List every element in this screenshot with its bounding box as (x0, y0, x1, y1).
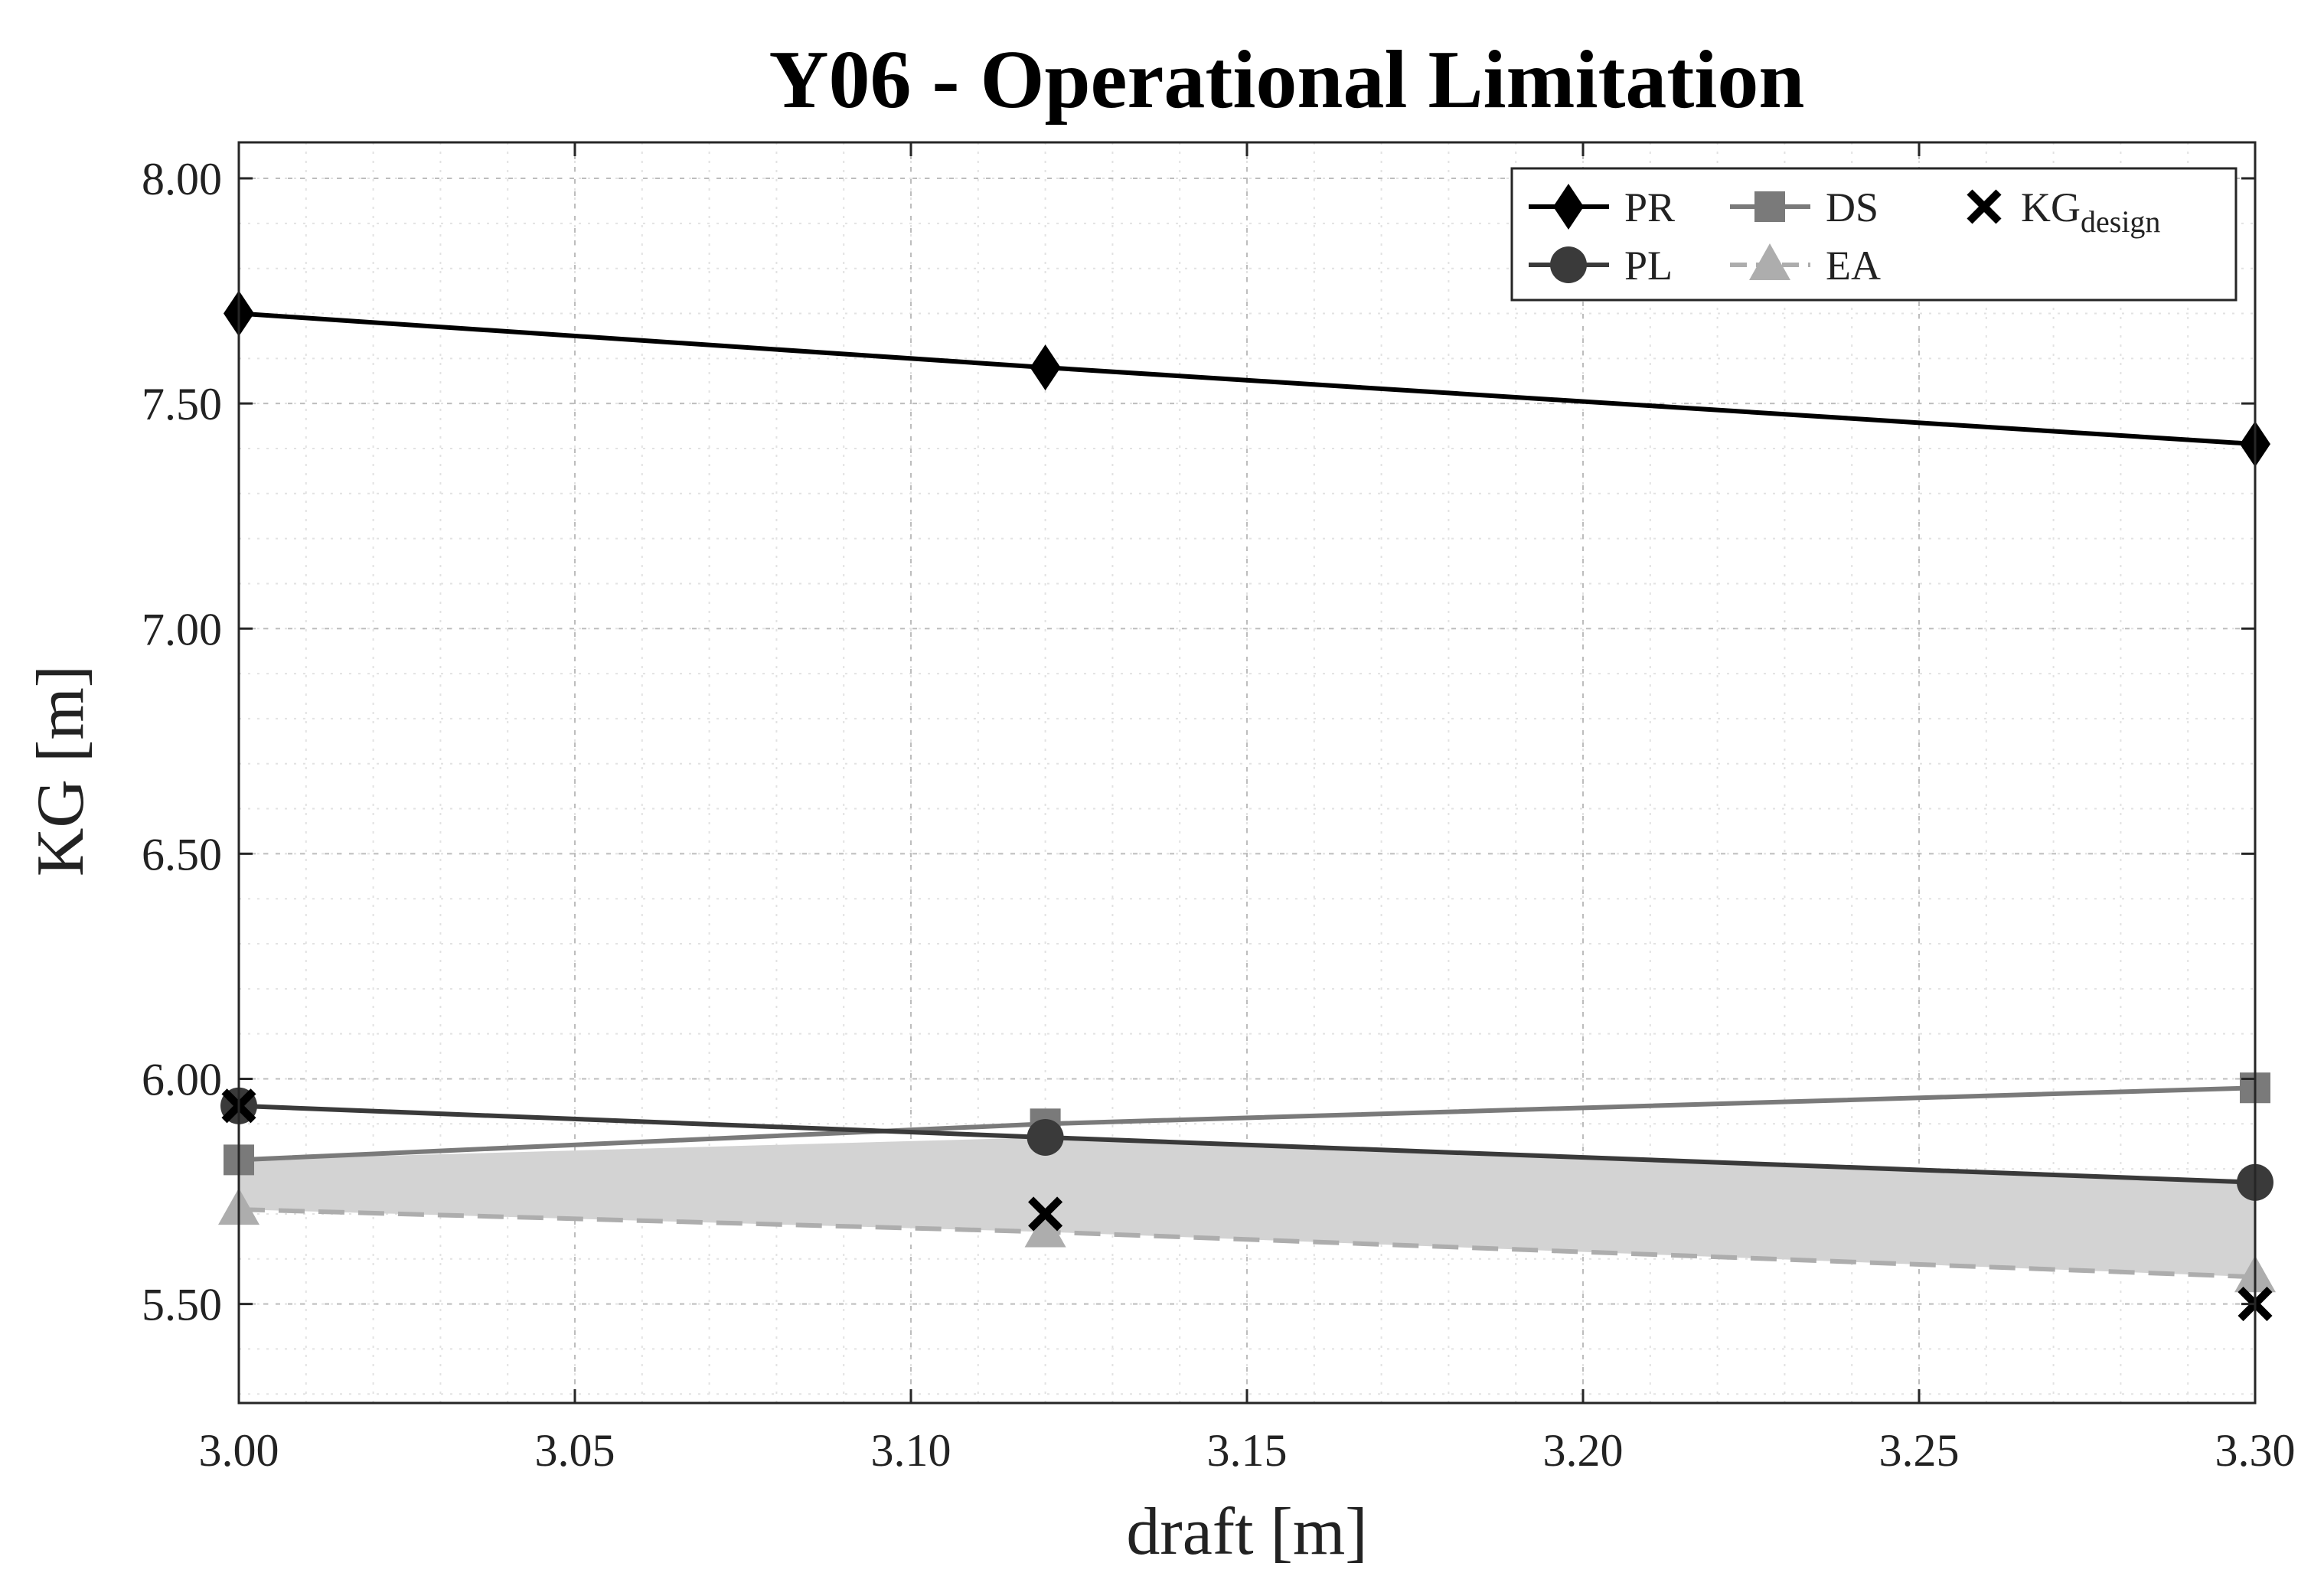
y-tick-label: 5.50 (142, 1280, 222, 1330)
y-tick-label: 7.00 (142, 604, 222, 654)
legend-marker-ds (1754, 191, 1785, 222)
legend-label-pr: PR (1624, 184, 1675, 230)
x-tick-label: 3.30 (2215, 1425, 2296, 1476)
legend-label-kg-design-subscript: design (2081, 204, 2160, 239)
y-axis-label: KG [m] (24, 665, 98, 876)
legend-box (1510, 167, 2238, 302)
y-tick-label: 6.00 (142, 1054, 222, 1104)
legend-marker-pr (1553, 184, 1584, 230)
x-tick-label: 3.00 (199, 1425, 279, 1476)
legend-label-ea: EA (1826, 243, 1881, 289)
legend-marker-ea (1749, 243, 1790, 280)
y-tick-label: 8.00 (142, 154, 222, 204)
x-tick-label: 3.15 (1207, 1425, 1288, 1476)
x-tick-label: 3.25 (1879, 1425, 1960, 1476)
y-tick-label: 7.50 (142, 379, 222, 429)
legend-marker-kg-design (1967, 189, 2002, 224)
legend-marker-pl (1550, 246, 1587, 283)
y-tick-label: 6.50 (142, 829, 222, 879)
series-point-ea (1024, 1210, 1066, 1248)
series-point-pr (1030, 344, 1061, 391)
plot-area: 3.00 3.05 3.10 3.15 3.20 3.25 3.30 5.50 6.00 6.50… (142, 141, 2296, 1476)
series-point-pl (1027, 1118, 1064, 1156)
legend-label-pl: PL (1624, 243, 1673, 289)
x-tick-label: 3.10 (871, 1425, 951, 1476)
x-tick-label: 3.20 (1543, 1425, 1624, 1476)
x-axis-label: draft [m] (1126, 1495, 1367, 1569)
chart-title: Y06 - Operational Limitation (769, 34, 1805, 126)
x-tick-label: 3.05 (535, 1425, 615, 1476)
shaded-operational-region (239, 1137, 2255, 1277)
kg-design-point (1028, 1196, 1063, 1232)
legend-label-ds: DS (1826, 184, 1878, 230)
